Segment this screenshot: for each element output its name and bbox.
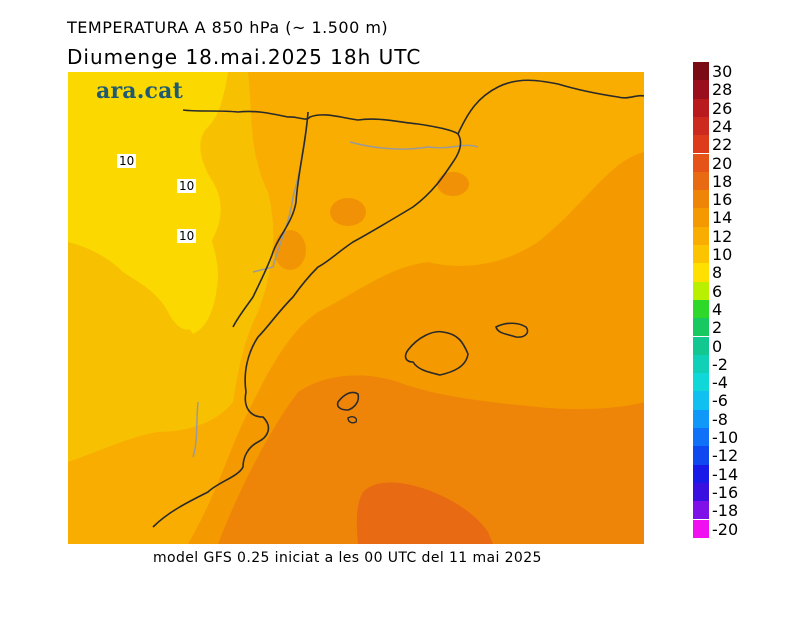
legend-label: -8 — [712, 409, 728, 429]
legend-label: 26 — [712, 98, 733, 118]
legend-label: 10 — [712, 245, 733, 264]
field-dark-orange — [218, 375, 644, 544]
ara-cat-logo: ara.cat — [96, 78, 183, 104]
legend-label: 16 — [712, 190, 733, 210]
legend-label: -12 — [712, 446, 739, 466]
legend-label: -4 — [712, 373, 728, 393]
regional-border — [349, 141, 479, 150]
legend-swatch — [693, 482, 709, 502]
legend-label: -18 — [712, 501, 739, 521]
coastline — [152, 109, 462, 528]
regional-border — [192, 401, 199, 458]
coastline — [457, 79, 644, 135]
legend-swatch — [693, 153, 709, 172]
legend-swatch — [693, 80, 709, 99]
legend-swatch — [693, 245, 709, 264]
legend-label: 12 — [712, 226, 733, 246]
warm-spot — [437, 172, 469, 196]
legend-swatch — [693, 98, 709, 117]
legend-label: 8 — [712, 263, 723, 283]
legend-label: -16 — [712, 482, 739, 502]
legend-swatch — [693, 501, 709, 520]
legend-swatch — [693, 391, 709, 410]
island-mallorca — [404, 330, 469, 376]
legend-swatch — [693, 135, 709, 154]
legend-swatch — [693, 226, 709, 245]
warm-spot — [330, 198, 366, 226]
legend-swatch — [693, 116, 709, 136]
coastline — [232, 111, 309, 328]
island-formentera — [347, 416, 358, 424]
legend-swatch — [693, 281, 709, 300]
legend-swatch — [693, 190, 709, 209]
map-title: TEMPERATURA A 850 hPa (~ 1.500 m) — [67, 18, 389, 37]
legend-label: 18 — [712, 171, 733, 191]
legend-swatch — [693, 336, 709, 355]
legend-swatch — [693, 519, 709, 538]
legend-swatch — [693, 299, 709, 319]
legend-label: -14 — [712, 464, 739, 484]
legend-swatch — [693, 409, 709, 428]
temperature-map — [68, 72, 644, 544]
legend-label: 0 — [712, 336, 723, 356]
legend-label: -2 — [712, 354, 728, 374]
legend-label: 28 — [712, 80, 733, 100]
legend-label: 22 — [712, 135, 733, 155]
legend-swatch — [693, 171, 709, 191]
legend-swatch — [693, 318, 709, 337]
legend-swatch — [693, 464, 709, 483]
legend-swatch — [693, 62, 709, 81]
legend-label: -10 — [712, 428, 739, 447]
model-footnote: model GFS 0.25 iniciat a les 00 UTC del … — [153, 550, 542, 566]
legend-swatch — [693, 208, 709, 227]
legend-label: 2 — [712, 318, 723, 338]
legend-label: 4 — [712, 299, 723, 319]
legend-label: 20 — [712, 153, 733, 173]
field-deep-orange — [356, 482, 493, 544]
island-menorca — [495, 322, 529, 338]
legend-swatch — [693, 446, 709, 465]
legend-swatch — [693, 373, 709, 392]
legend-label: -20 — [712, 519, 739, 539]
legend-swatch — [693, 428, 709, 447]
legend-swatch — [693, 354, 709, 374]
isotherm-label: 10 — [117, 154, 137, 168]
legend-label: 6 — [712, 281, 723, 301]
legend-label: -6 — [712, 391, 728, 411]
map-subtitle: Diumenge 18.mai.2025 18h UTC — [67, 45, 422, 69]
isotherm-label: 10 — [177, 229, 197, 243]
legend-label: 14 — [712, 208, 733, 228]
legend-swatch — [693, 263, 709, 282]
legend-label: 24 — [712, 116, 733, 136]
island-ibiza — [336, 391, 360, 411]
isotherm-label: 10 — [177, 179, 197, 193]
legend-label: 30 — [712, 62, 733, 81]
field-yellow-tongue — [181, 192, 218, 334]
